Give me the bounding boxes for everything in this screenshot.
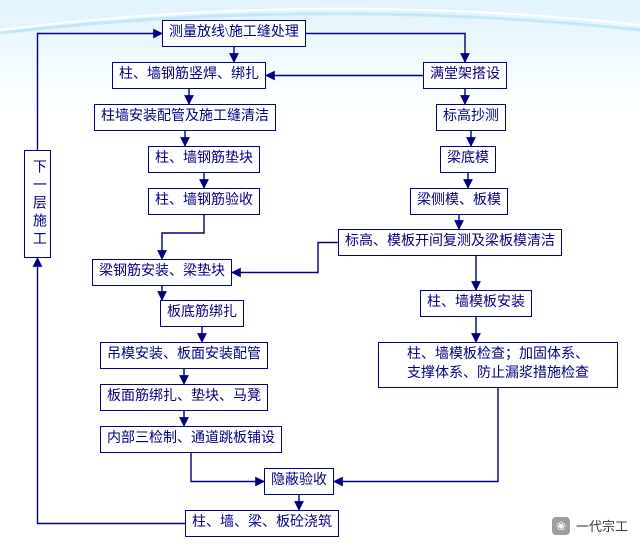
node-n8: 柱、墙钢筋验收 xyxy=(148,188,260,215)
node-n15: 柱、墙模板检查；加固体系、 支撑体系、防止漏浆措施检查 xyxy=(378,342,618,388)
node-n19: 柱、墙、梁、板砼浇筑 xyxy=(185,510,339,537)
node-n2: 柱、墙钢筋竖焊、绑扎 xyxy=(112,62,266,89)
node-n18: 隐蔽验收 xyxy=(264,468,334,495)
node-n5: 标高抄测 xyxy=(436,104,506,131)
node-n7: 梁底模 xyxy=(440,146,496,173)
node-n6: 柱、墙钢筋垫块 xyxy=(148,146,260,173)
node-n17: 内部三检制、通道跳板铺设 xyxy=(100,426,282,453)
node-n9: 梁侧模、板模 xyxy=(410,188,508,215)
node-n1: 测量放线\施工缝处理 xyxy=(162,20,306,47)
node-n3: 满堂架搭设 xyxy=(423,62,507,89)
wechat-icon: ❀ xyxy=(552,517,570,535)
node-n4: 柱墙安装配管及施工缝清洁 xyxy=(94,104,276,131)
node-n13: 柱、墙模板安装 xyxy=(420,290,532,317)
node-n10: 标高、模板开间复测及梁板模清洁 xyxy=(338,229,562,256)
signature: ❀ 一代宗工 xyxy=(552,516,628,535)
signature-text: 一代宗工 xyxy=(576,516,628,535)
node-n12: 板底筋绑扎 xyxy=(160,300,244,327)
node-nv: 下一层施工 xyxy=(24,150,51,258)
node-n16: 板面筋绑扎、垫块、马凳 xyxy=(100,384,268,411)
node-n11: 梁钢筋安装、梁垫块 xyxy=(92,259,232,286)
node-n14: 吊模安装、板面安装配管 xyxy=(100,342,268,369)
